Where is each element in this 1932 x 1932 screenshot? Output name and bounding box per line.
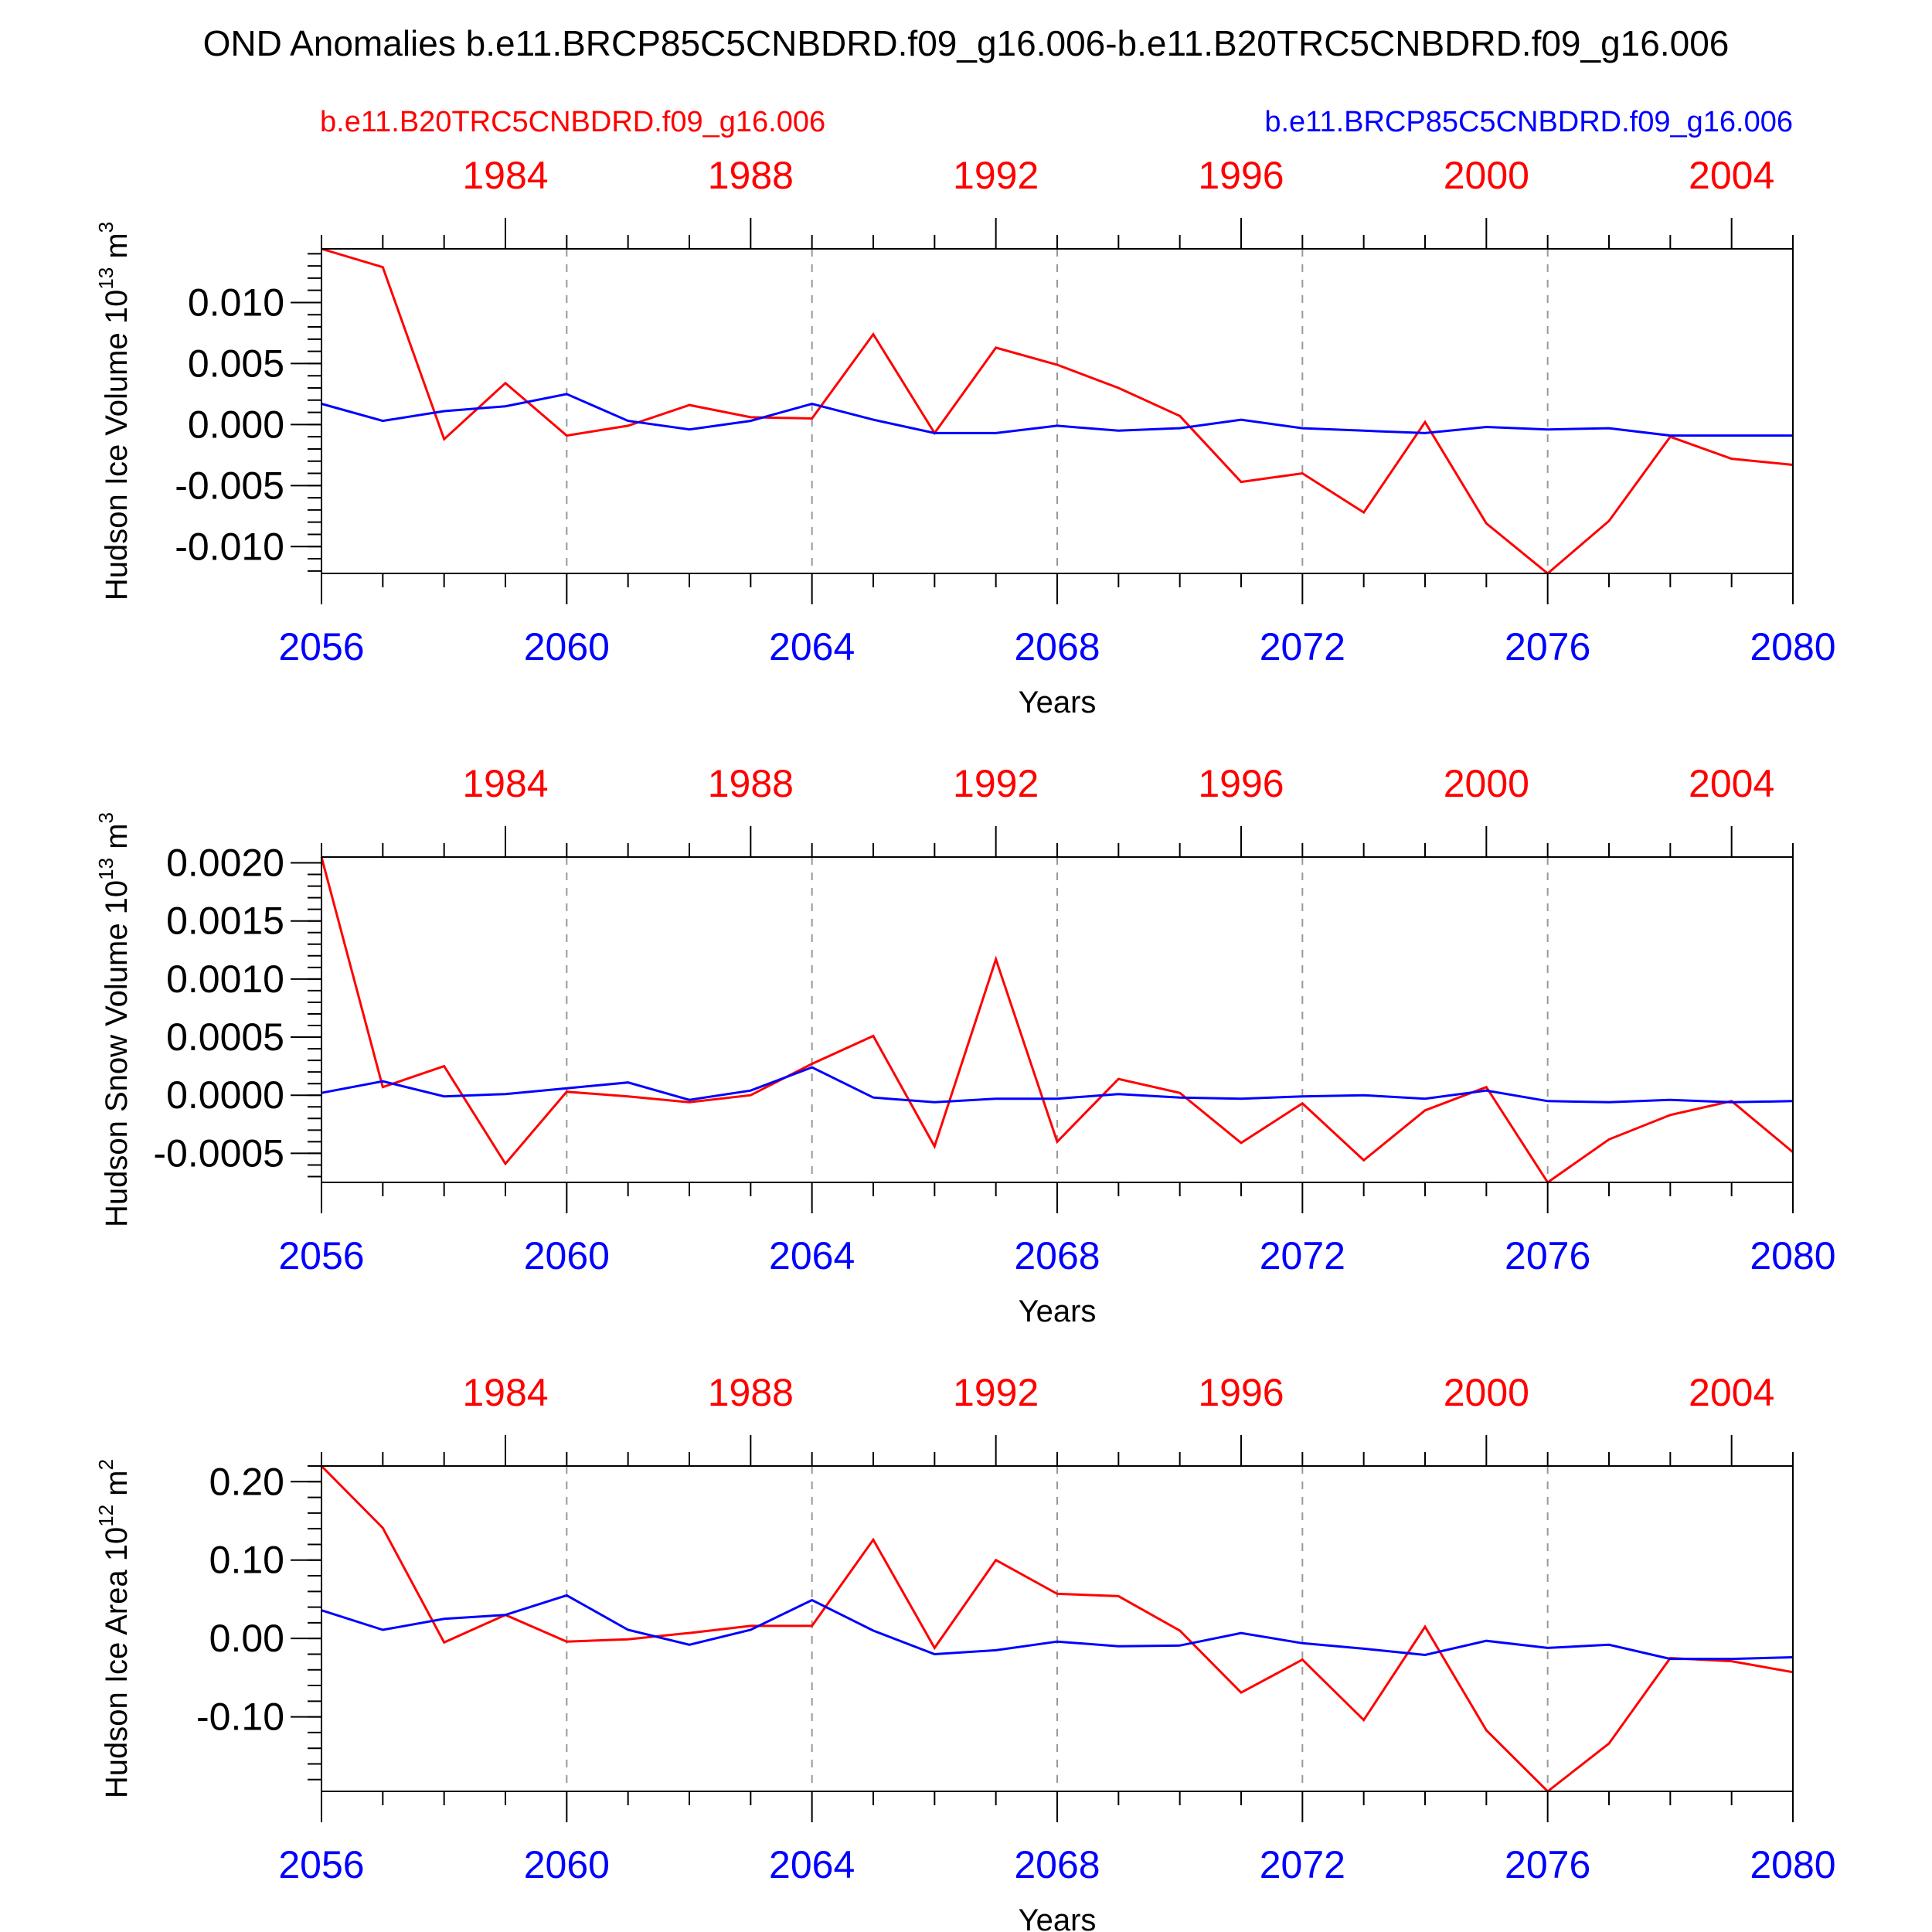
legend-red-series: b.e11.B20TRC5CNBDRD.f09_g16.006 [320,106,825,138]
top-tick-label: 2004 [1689,762,1774,805]
x-tick-label: 2068 [1014,1234,1100,1277]
x-tick-label: 2056 [278,1843,364,1886]
y-tick-label: -0.005 [175,464,284,507]
x-tick-label: 2064 [769,1843,855,1886]
top-tick-label: 1992 [953,762,1039,805]
y-tick-label: -0.10 [196,1696,284,1739]
y-axis-label: Hudson Ice Area 1012 m2 [94,1459,134,1798]
x-tick-label: 2072 [1260,1843,1345,1886]
x-tick-label: 2064 [769,1234,855,1277]
y-tick-label: 0.010 [188,281,284,324]
panel-3: 2056 2060 2064 2068 2072 2076 2080 1984 1988 1992… [94,1371,1836,1932]
top-tick-label: 1992 [953,154,1039,197]
top-tick-label: 1984 [462,1371,548,1414]
x-tick-label: 2076 [1505,1234,1590,1277]
x-tick-label: 2080 [1750,625,1835,668]
y-tick-label: 0.0015 [166,900,284,943]
y-tick-label: 0.0005 [166,1015,284,1059]
top-tick-label: 1988 [708,1371,794,1414]
x-axis-label: Years [1019,1294,1097,1328]
x-tick-label: 2068 [1014,1843,1100,1886]
x-tick-label: 2080 [1750,1843,1835,1886]
y-tick-label: 0.005 [188,342,284,385]
top-tick-label: 1992 [953,1371,1039,1414]
panels: 2056 2060 2064 2068 2072 2076 2080 1984 1988 1992… [94,154,1836,1932]
y-tick-label: 0.0000 [166,1073,284,1117]
x-tick-label: 2064 [769,625,855,668]
panel-2: 2056 2060 2064 2068 2072 2076 2080 1984 1988 1992… [94,762,1836,1328]
y-tick-label: 0.0010 [166,957,284,1001]
legend-blue-series: b.e11.BRCP85C5CNBDRD.f09_g16.006 [1264,106,1793,138]
x-tick-label: 2080 [1750,1234,1835,1277]
top-tick-label: 2004 [1689,1371,1774,1414]
top-tick-label: 1988 [708,154,794,197]
x-tick-label: 2076 [1505,625,1590,668]
top-tick-label: 1996 [1198,1371,1284,1414]
x-tick-label: 2072 [1260,625,1345,668]
y-tick-label: 0.20 [209,1460,284,1503]
x-tick-label: 2068 [1014,625,1100,668]
x-tick-label: 2056 [278,1234,364,1277]
x-tick-label: 2056 [278,625,364,668]
x-tick-label: 2072 [1260,1234,1345,1277]
top-tick-label: 2000 [1444,154,1529,197]
x-axis-label: Years [1019,1903,1097,1932]
y-tick-label: 0.10 [209,1539,284,1582]
series-line-blue [321,393,1793,437]
top-tick-label: 1984 [462,154,548,197]
top-tick-label: 2000 [1444,1371,1529,1414]
top-tick-label: 1996 [1198,762,1284,805]
y-tick-label: -0.010 [175,525,284,568]
top-tick-label: 2000 [1444,762,1529,805]
y-tick-label: 0.000 [188,403,284,446]
top-tick-label: 2004 [1689,154,1774,197]
x-tick-label: 2060 [524,1234,610,1277]
x-axis-label: Years [1019,685,1097,719]
top-tick-label: 1984 [462,762,548,805]
y-axis-label: Hudson Snow Volume 1013 m3 [94,812,134,1227]
series-line-blue [321,1066,1794,1104]
y-tick-label: 0.0020 [166,842,284,885]
x-tick-label: 2076 [1505,1843,1590,1886]
top-tick-label: 1996 [1198,154,1284,197]
y-tick-label: -0.0005 [153,1131,284,1175]
y-axis-label: Hudson Ice Volume 1013 m3 [94,222,134,600]
series-line-blue [321,1594,1794,1661]
x-tick-label: 2060 [524,1843,610,1886]
x-tick-label: 2060 [524,625,610,668]
top-tick-label: 1988 [708,762,794,805]
panel-1: 2056 2060 2064 2068 2072 2076 2080 1984 1988 1992… [94,154,1836,719]
chart-title: OND Anomalies b.e11.BRCP85C5CNBDRD.f09_g… [203,23,1730,63]
y-tick-label: 0.00 [209,1617,284,1660]
